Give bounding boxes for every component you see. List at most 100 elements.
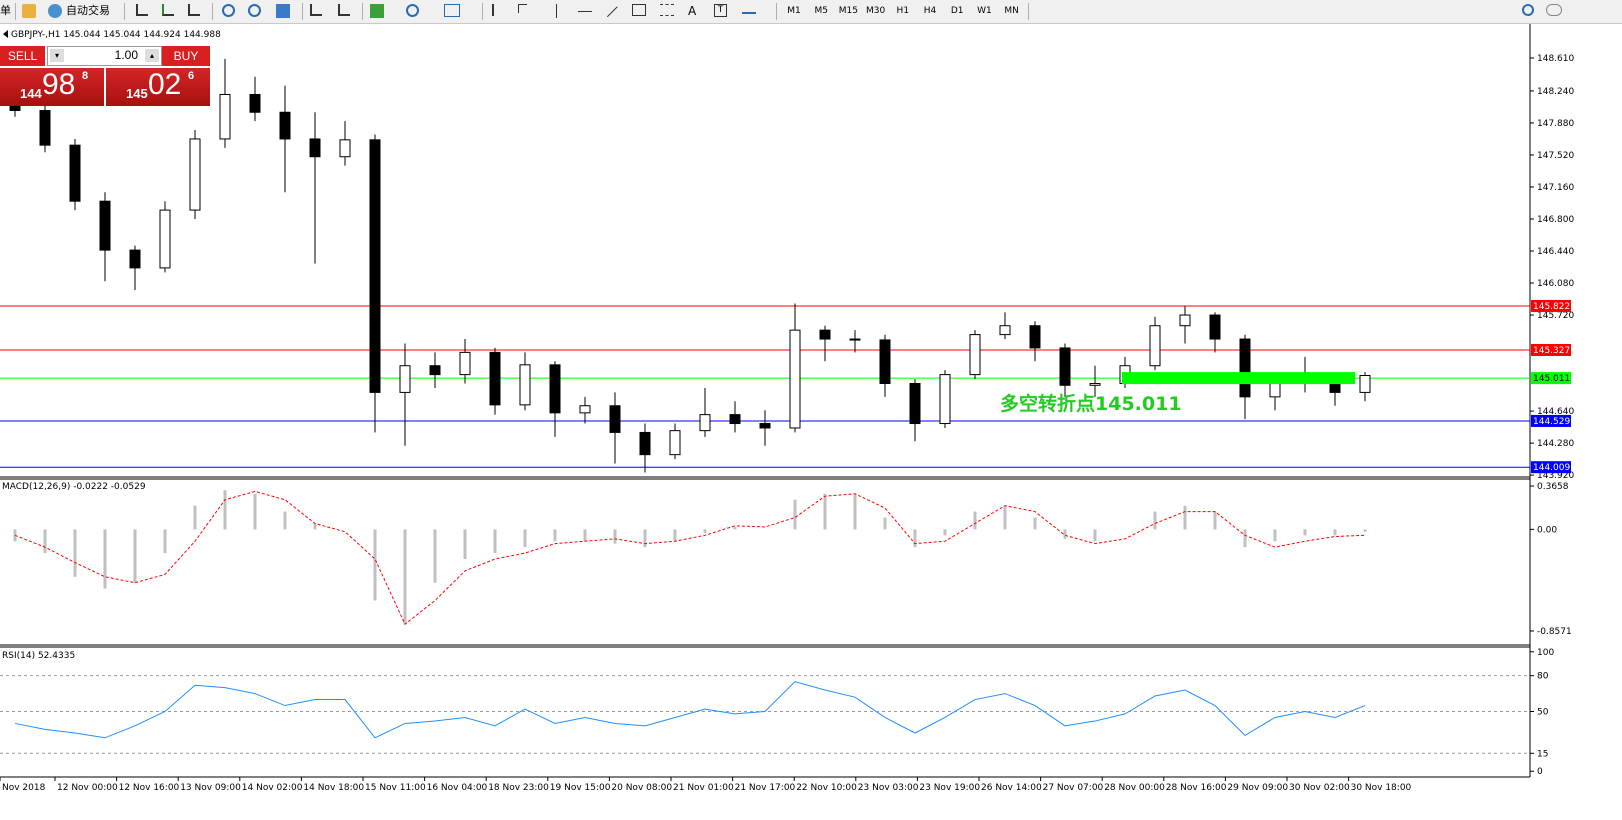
bid-price[interactable]: 144 98 8 (0, 68, 104, 106)
x-tick-label: 29 Nov 09:00 (1227, 783, 1288, 793)
text-icon[interactable]: A (688, 4, 697, 18)
candle-body (1029, 325, 1041, 349)
menu[interactable]: 单 (0, 4, 11, 17)
timeframe-button[interactable]: H4 (923, 6, 937, 16)
timeframe-button[interactable]: MN (1004, 6, 1019, 16)
y-tick-label: 148.240 (1537, 87, 1574, 97)
candle-body (249, 93, 261, 113)
search-icon[interactable] (1522, 4, 1534, 16)
ask-main: 02 (148, 68, 182, 101)
bar-chart-icon[interactable] (136, 4, 148, 16)
timeframe-button[interactable]: M30 (865, 6, 886, 16)
candle-body (159, 209, 171, 269)
x-tick-label: 30 Nov 02:00 (1289, 783, 1350, 793)
x-tick-label: 19 Nov 15:00 (550, 783, 611, 793)
candle-body (669, 430, 681, 456)
y-tick-label: 15 (1537, 749, 1548, 759)
channel-icon[interactable] (632, 4, 646, 16)
zoom-in[interactable] (222, 4, 235, 17)
level-label: 145.822 (1533, 302, 1570, 312)
toolbar: 单 自动交易 A T M1 M5 M15 M30 H1 H4 D1 W1 MN (0, 0, 1622, 24)
candle-body (639, 431, 651, 456)
candle-body (309, 138, 321, 158)
chat-icon[interactable] (1546, 4, 1562, 16)
vline-icon[interactable] (556, 4, 559, 18)
candle-body (1209, 314, 1221, 340)
x-tick-label: 28 Nov 16:00 (1166, 783, 1227, 793)
trendline-icon[interactable] (606, 6, 620, 19)
zoom-out[interactable] (248, 4, 261, 17)
chart: GBPJPY-,H1 145.044 145.044 144.924 144.9… (0, 24, 1622, 820)
autotrade-icon[interactable] (48, 4, 62, 18)
fibo-icon[interactable] (660, 4, 674, 16)
candle-body (1059, 347, 1071, 386)
arrows-icon[interactable] (742, 4, 756, 14)
candle-body (1359, 375, 1371, 393)
x-tick-label: 14 Nov 18:00 (303, 783, 364, 793)
autotrade-button[interactable]: 自动交易 (66, 4, 110, 17)
y-tick-label: 50 (1537, 708, 1549, 718)
shift-icon[interactable] (338, 4, 350, 16)
x-tick-label: Nov 2018 (2, 783, 46, 793)
timeframe-button[interactable]: D1 (950, 6, 964, 16)
candle-body (1179, 314, 1191, 327)
template-icon[interactable] (444, 4, 460, 17)
indicator-icon[interactable] (370, 4, 384, 18)
y-tick-label: 146.440 (1537, 247, 1574, 257)
sell-button[interactable]: SELL (0, 46, 45, 66)
candle-body (729, 414, 741, 425)
y-tick-label: 143.920 (1537, 471, 1574, 481)
rsi-line (14, 681, 1366, 739)
separator (1028, 3, 1029, 20)
level-label: 144.009 (1533, 463, 1570, 473)
bid-main: 98 (42, 68, 76, 101)
macd-title: MACD(12,26,9) -0.0222 -0.0529 (2, 482, 146, 492)
candle-body (549, 364, 561, 414)
chart-title: GBPJPY-,H1 145.044 145.044 144.924 144.9… (11, 30, 221, 40)
ask-sup: 6 (188, 70, 195, 82)
buy-button[interactable]: BUY (162, 46, 210, 66)
period-icon[interactable] (406, 4, 419, 17)
y-tick-label: 146.080 (1537, 279, 1574, 289)
crosshair-icon[interactable] (518, 4, 527, 13)
lot-decrease[interactable]: ▾ (50, 49, 64, 62)
bid-big: 144 (20, 86, 42, 101)
x-tick-label: 26 Nov 14:00 (981, 783, 1042, 793)
icon[interactable] (22, 4, 36, 18)
ask-price[interactable]: 145 02 6 (106, 68, 210, 106)
candle-body (39, 109, 51, 146)
y-tick-label: 147.520 (1537, 151, 1574, 161)
chart-background (0, 24, 1622, 820)
level-label-bg (1531, 414, 1571, 427)
cursor-icon[interactable] (492, 4, 500, 16)
x-tick-label: 23 Nov 19:00 (919, 783, 980, 793)
tile-icon[interactable] (276, 4, 290, 18)
candle-icon[interactable] (162, 4, 174, 16)
x-tick-label: 27 Nov 07:00 (1043, 783, 1104, 793)
rsi-title: RSI(14) 52.4335 (2, 651, 75, 661)
candle-body (489, 351, 501, 406)
timeframe-button[interactable]: M1 (787, 6, 801, 16)
candle-body (879, 339, 891, 385)
lot-box: ▾ 1.00 ▴ (47, 46, 162, 66)
scroll-icon[interactable] (310, 4, 322, 16)
candle-body (339, 139, 351, 158)
hline-icon[interactable] (578, 11, 592, 14)
timeframe-button[interactable]: M15 (838, 6, 858, 16)
lot-input[interactable]: 1.00 (114, 48, 138, 62)
candle-body (579, 405, 591, 414)
separator (212, 3, 213, 20)
lot-increase[interactable]: ▴ (145, 49, 159, 62)
timeframe-button[interactable]: H1 (896, 6, 910, 16)
line-icon[interactable] (188, 4, 200, 16)
candle-body (219, 93, 231, 140)
timeframe-button[interactable]: W1 (977, 6, 992, 16)
level-label: 145.011 (1533, 374, 1570, 384)
timeframe-button[interactable]: M5 (814, 6, 828, 16)
separator (482, 3, 483, 20)
x-tick-label: 15 Nov 11:00 (365, 783, 426, 793)
candle-body (699, 414, 711, 432)
y-tick-label: 0.00 (1537, 525, 1557, 535)
candle-body (69, 144, 81, 202)
